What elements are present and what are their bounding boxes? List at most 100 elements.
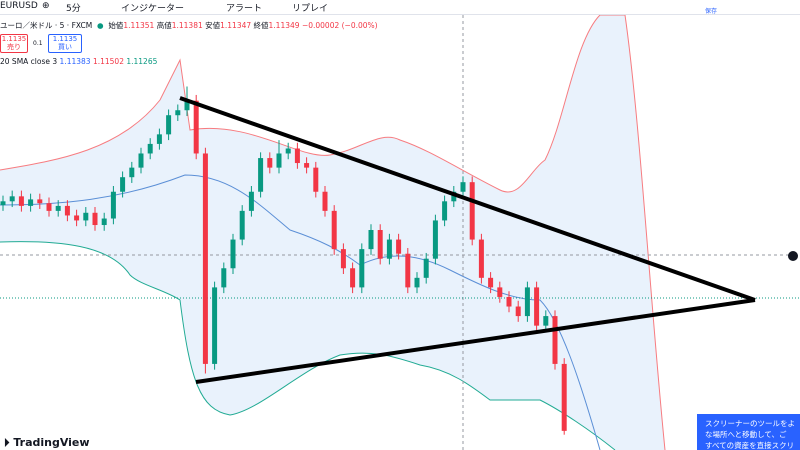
candle-body [74,215,80,221]
candle-body [221,268,227,288]
candle-body [350,268,356,288]
indicators[interactable]: インジケーター [121,4,185,14]
candle-body [212,287,218,364]
candle-body [460,182,466,192]
candle-body [138,153,144,168]
low: 1.11347 [220,21,252,30]
open: 1.11351 [123,21,155,30]
candle-body [386,239,392,259]
candle-body [267,158,273,168]
high: 1.11381 [171,21,203,30]
candle-body [506,296,512,307]
add-symbol[interactable]: ⊕ [42,1,50,11]
candle-body [377,230,383,259]
candle-body [110,191,116,219]
candle-body [478,239,484,278]
candle-body [46,203,52,211]
candle-body [83,212,89,221]
candle-body [423,258,429,278]
candle-body [552,316,558,364]
candle-body [285,148,291,154]
candle-body [322,191,328,211]
lower-band [0,241,616,450]
candle-body [239,210,245,240]
candle-body [543,316,549,326]
candle-body [414,277,420,288]
candle-body [175,110,181,116]
popup[interactable]: スクリーナーのツールをよ な場所へと移動して、ご すべての資産を直接スクリ [697,414,800,450]
toolbar: EURUSD ⊕ 5分 インジケーター アラート リプレイ 保存 [0,0,800,15]
candle-body [147,143,153,154]
trendline-lower [195,298,756,384]
candle-body [230,239,236,269]
divider [0,14,800,15]
candle-body [294,148,300,164]
brand-logo: ⏵ [4,436,14,449]
candle-body [120,177,126,192]
ind-value: 1.11383 [59,57,91,66]
candle-body [28,199,34,206]
change: −0.00002 (−0.00%) [301,21,378,30]
high-label: 高値 [156,21,172,30]
symbol[interactable]: EURUSD [0,1,38,11]
spread: 0.1 [33,40,43,47]
open-label: 始値 [108,21,124,30]
close: 1.11349 [268,21,300,30]
brand-name: TradingView [13,436,90,449]
candle-body [515,306,521,317]
interval[interactable]: 5分 [66,4,81,14]
candle-body [313,167,319,192]
candle-body [64,205,70,216]
buy-button[interactable]: 1.1135 買い [48,34,82,53]
brand: ⏵ TradingView [4,436,90,450]
candle-body [248,191,254,211]
band-fill [0,15,665,450]
buy-label: 買い [58,43,72,51]
popup-line: スクリーナーのツールをよ [705,419,795,428]
low-label: 安値 [205,21,221,30]
candle-body [193,100,199,154]
candle-body [92,212,98,226]
candle-body [368,230,374,250]
candle-body [469,182,475,240]
instrument: ユーロ／米ドル · 5 · FXCM [0,21,93,30]
candle-body [534,287,540,326]
candle-body [488,277,494,288]
candle-body [524,287,530,317]
popup-line: すべての資産を直接スクリ [705,441,795,450]
candle-body [340,249,346,269]
candle-body [359,249,365,288]
candle-body [18,196,24,206]
candle-body [331,210,337,250]
candle-body [184,100,190,111]
sell-button[interactable]: 1.1135 売り [0,34,28,53]
add-button[interactable] [788,251,798,261]
candle-body [497,287,503,297]
indicator-row: 20 SMA close 3 1.11383 1.11502 1.11265 [0,57,157,66]
sell-label: 売り [7,43,21,51]
candle-body [561,363,567,431]
ind-value: 1.11502 [92,57,124,66]
upper-band [0,14,666,450]
candle-body [37,199,43,204]
sell-price: 1.1135 [1,35,27,43]
popup-line: な場所へと移動して、ご [705,430,787,439]
middle-band [0,174,601,450]
candle-body [129,167,135,178]
ind-value: 1.11265 [126,57,158,66]
candle-body [156,134,162,144]
save[interactable]: 保存 [705,8,718,15]
candle-body [432,220,438,259]
buy-price: 1.1135 [52,35,78,43]
status-dot: ● [96,21,104,30]
replay[interactable]: リプレイ [292,4,329,14]
close-label: 終値 [253,21,269,30]
legend-row: ユーロ／米ドル · 5 · FXCM ● 始値1.11351 高値1.11381… [0,20,378,31]
alert[interactable]: アラート [226,4,263,14]
candle-body [405,253,411,288]
candle-body [276,153,282,168]
candle-body [202,153,208,364]
candle-body [0,201,6,206]
